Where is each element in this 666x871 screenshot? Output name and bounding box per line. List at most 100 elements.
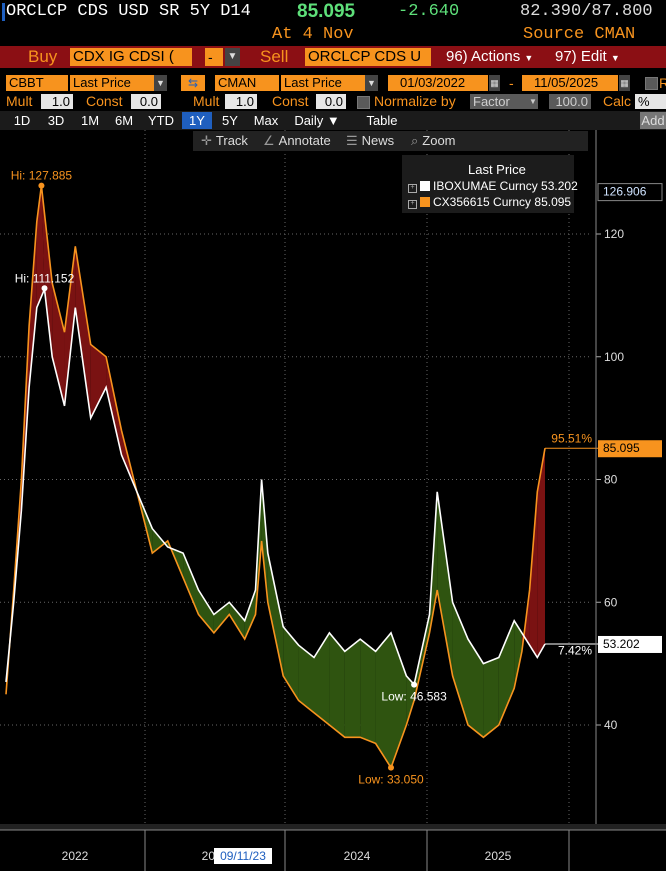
right-checkbox[interactable]: [645, 77, 658, 90]
trade-bar: Buy CDX IG CDSI ( - ▼ Sell ORCLCP CDS U …: [0, 46, 666, 68]
series-line-cx356615: [5, 185, 546, 770]
title-bar: ORCLCP CDS USD SR 5Y D14 85.095 -2.640 8…: [0, 0, 666, 24]
chevron-down-icon[interactable]: ▼: [529, 97, 537, 106]
extreme-marker: [41, 285, 48, 292]
const1-label: Const: [86, 93, 123, 109]
period-6m-button[interactable]: 6M: [114, 113, 134, 128]
source-label: Source CMAN: [523, 25, 636, 44]
extreme-label: Hi: 127.885: [11, 169, 73, 183]
normalize-field-select[interactable]: Factor: [470, 94, 538, 109]
period-max-button[interactable]: Max: [253, 113, 279, 128]
extreme-marker: [411, 681, 418, 688]
zoom-button[interactable]: ⌕ Zoom: [411, 131, 456, 151]
normalize-checkbox[interactable]: [357, 96, 370, 109]
ticker-title: ORCLCP CDS USD SR 5Y D14: [6, 2, 251, 21]
buy-dropdown-arrow-icon[interactable]: ▼: [225, 48, 240, 66]
price-change: -2.640: [398, 2, 460, 21]
normalize-value-input[interactable]: 100.0: [549, 94, 591, 109]
spread-fill: [229, 602, 245, 640]
source1-field[interactable]: CBBT: [6, 75, 68, 91]
sell-label: Sell: [260, 47, 289, 66]
price-tag-label: 85.095: [603, 441, 640, 455]
chevron-down-icon[interactable]: ▼: [154, 75, 167, 91]
field1-select[interactable]: Last Price: [70, 75, 154, 91]
chevron-down-icon: ▼: [610, 53, 620, 63]
last-price: 85.095: [297, 1, 356, 22]
mult1-input[interactable]: 1.0: [41, 94, 73, 109]
mult2-input[interactable]: 1.0: [225, 94, 257, 109]
period-1d-button[interactable]: 1D: [13, 113, 31, 128]
calendar-icon[interactable]: ▦: [619, 75, 630, 91]
spread-fill: [90, 344, 107, 419]
period-3d-button[interactable]: 3D: [47, 113, 65, 128]
spread-fill: [244, 589, 256, 640]
field2-select[interactable]: Last Price: [281, 75, 365, 91]
frequency-select[interactable]: Daily ▼: [294, 113, 340, 128]
period-1m-button[interactable]: 1M: [80, 113, 100, 128]
spread-fill: [498, 620, 515, 725]
source2-field[interactable]: CMAN: [215, 75, 279, 91]
calc-label: Calc: [603, 93, 632, 109]
track-button[interactable]: ✛ Track: [201, 131, 248, 151]
spread-fill: [360, 639, 376, 744]
edit-menu-button[interactable]: 97) Edit ▼: [555, 48, 635, 66]
news-button[interactable]: ☰ News: [346, 131, 394, 151]
buy-dropdown[interactable]: -: [205, 48, 223, 66]
spread-label: 95.51%: [551, 432, 592, 446]
y-tick-label: 60: [604, 595, 618, 609]
spread-fill: [452, 602, 468, 725]
period-1y-button[interactable]: 1Y: [182, 112, 212, 129]
extreme-marker: [38, 182, 45, 189]
actions-menu-button[interactable]: 96) Actions ▼: [446, 48, 546, 66]
buy-label: Buy: [28, 47, 58, 66]
edit-label: 97) Edit: [555, 48, 607, 65]
mult2-label: Mult: [193, 93, 220, 109]
spread-fill: [529, 491, 538, 658]
legend-series-name: CX356615 Curncy: [433, 195, 532, 209]
start-date-field[interactable]: 01/03/2022: [388, 75, 488, 91]
day-range: 82.390/87.800: [520, 2, 653, 21]
y-tick-label: 80: [604, 473, 618, 487]
spread-fill: [483, 657, 499, 738]
chevron-down-icon[interactable]: ▼: [365, 75, 378, 91]
spread-fill: [52, 283, 65, 406]
swap-icon[interactable]: ⇆: [181, 75, 205, 91]
annotate-label: Annotate: [278, 133, 331, 148]
legend-item-orange[interactable]: + CX356615 Curncy 85.095: [408, 195, 571, 209]
chart-toolbar: ✛ Track ∠ Annotate ☰ News ⌕ Zoom: [193, 131, 588, 151]
crosshair-icon: ✛: [201, 133, 212, 148]
calendar-icon[interactable]: ▦: [489, 75, 500, 91]
legend-series-value: 53.202: [541, 179, 578, 193]
price-tag: [598, 635, 662, 653]
buy-security-field[interactable]: CDX IG CDSI (: [70, 48, 192, 66]
add-button[interactable]: Add: [640, 112, 666, 129]
end-date-field[interactable]: 11/05/2025: [522, 75, 618, 91]
price-tag-label: 53.202: [603, 637, 640, 651]
period-ytd-button[interactable]: YTD: [148, 113, 174, 128]
legend-swatch: [420, 181, 430, 191]
spread-fill: [514, 620, 522, 689]
x-tick-label: 2022: [62, 849, 89, 863]
annotate-button[interactable]: ∠ Annotate: [263, 131, 331, 151]
actions-label: 96) Actions: [446, 48, 521, 65]
y-tick-label: 100: [604, 350, 624, 364]
spread-fill: [267, 553, 284, 676]
crosshair-date-label: 09/11/23: [220, 849, 266, 863]
spread-fill: [437, 491, 453, 676]
period-5y-button[interactable]: 5Y: [222, 113, 238, 128]
calc-field[interactable]: %: [635, 94, 666, 109]
subtitle-bar: At 4 Nov Source CMAN: [0, 24, 666, 46]
track-label: Track: [215, 133, 248, 148]
annotations-layer: Hi: 127.885 Hi: 111.152 Low: 46.583 Low: 33…: [11, 169, 663, 787]
table-button[interactable]: Table: [366, 113, 398, 128]
news-label: News: [361, 133, 395, 148]
const2-input[interactable]: 0.0: [316, 94, 346, 109]
sell-security-field[interactable]: ORCLCP CDS U: [305, 48, 431, 66]
chevron-down-icon: ▼: [524, 53, 534, 63]
controls-row-2: Mult 1.0 Const 0.0 Mult 1.0 Const 0.0 No…: [0, 93, 666, 112]
legend-item-white[interactable]: + IBOXUMAE Curncy 53.202: [408, 179, 578, 193]
const1-input[interactable]: 0.0: [131, 94, 161, 109]
extreme-label: Hi: 111.152: [15, 271, 75, 285]
as-of-date: At 4 Nov: [272, 25, 354, 44]
